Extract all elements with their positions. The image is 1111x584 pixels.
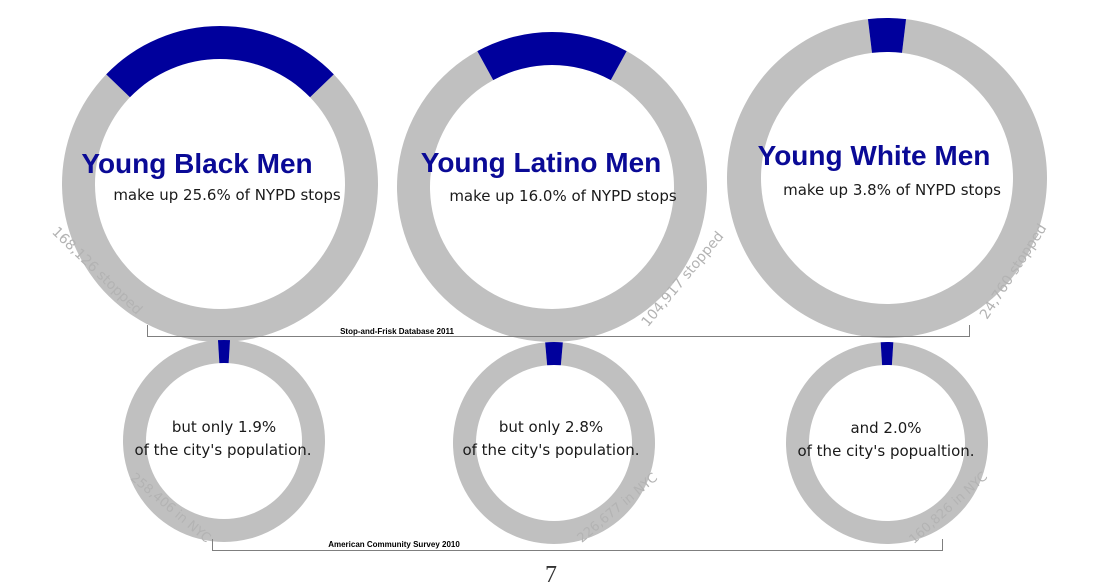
title-young-latino-men: Young Latino Men [421,147,662,178]
donut-white-stops [727,18,1047,339]
donut-white-population [786,342,988,545]
donut-white-stops-share [867,18,907,53]
donut-latino-stops-share [477,31,627,81]
donut-latino-population-share [545,341,563,366]
source-bracket-top [147,325,970,337]
donut-black-population [123,339,325,542]
donut-latino-population [452,341,655,544]
donut-black-stops-share [106,25,334,98]
title-young-white-men: Young White Men [758,140,991,171]
donut-black-population-share [217,339,231,364]
donut-latino-stops [396,31,707,342]
subtitle-black-stops: make up 25.6% of NYPD stops [113,186,341,204]
population-latino-line2: of the city's population. [462,441,639,459]
donut-black-stops-rest [62,74,379,342]
source-label-bottom: American Community Survey 2010 [328,540,460,549]
population-latino-line1: but only 2.8% [499,418,603,436]
population-white-line2: of the city's popualtion. [797,442,974,460]
population-black-line1: but only 1.9% [172,418,276,436]
count-label-white-population: 160,826 in NYC [907,469,991,547]
count-label-latino-population: 226,677 in NYC [575,470,661,546]
subtitle-latino-stops: make up 16.0% of NYPD stops [449,187,677,205]
donut-white-population-share [880,342,894,366]
source-label-top: Stop-and-Frisk Database 2011 [340,327,454,336]
title-young-black-men: Young Black Men [81,148,312,179]
count-label-black-population: 258,406 in NYC [127,470,213,546]
source-bracket-bottom [212,539,943,551]
population-white-line1: and 2.0% [850,419,921,437]
population-black-line2: of the city's population. [134,441,311,459]
subtitle-white-stops: make up 3.8% of NYPD stops [783,181,1001,199]
donut-black-stops [62,25,379,342]
page-number: 7 [545,562,557,584]
